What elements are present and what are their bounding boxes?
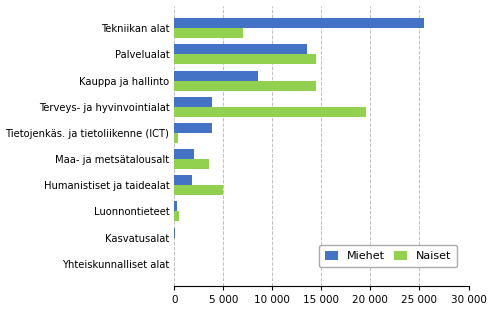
Bar	[174, 81, 316, 91]
Legend: Miehet, Naiset: Miehet, Naiset	[319, 245, 457, 267]
Bar	[174, 28, 243, 38]
Bar	[174, 211, 179, 221]
Bar	[174, 149, 194, 159]
Bar	[174, 44, 307, 54]
Bar	[174, 185, 223, 195]
Bar	[174, 175, 192, 185]
Bar	[174, 133, 178, 143]
Bar	[174, 228, 175, 238]
Bar	[174, 18, 425, 28]
Bar	[174, 71, 258, 81]
Bar	[174, 107, 366, 117]
Bar	[174, 97, 212, 107]
Bar	[174, 202, 177, 211]
Bar	[174, 54, 316, 64]
Bar	[174, 159, 209, 169]
Bar	[174, 123, 212, 133]
